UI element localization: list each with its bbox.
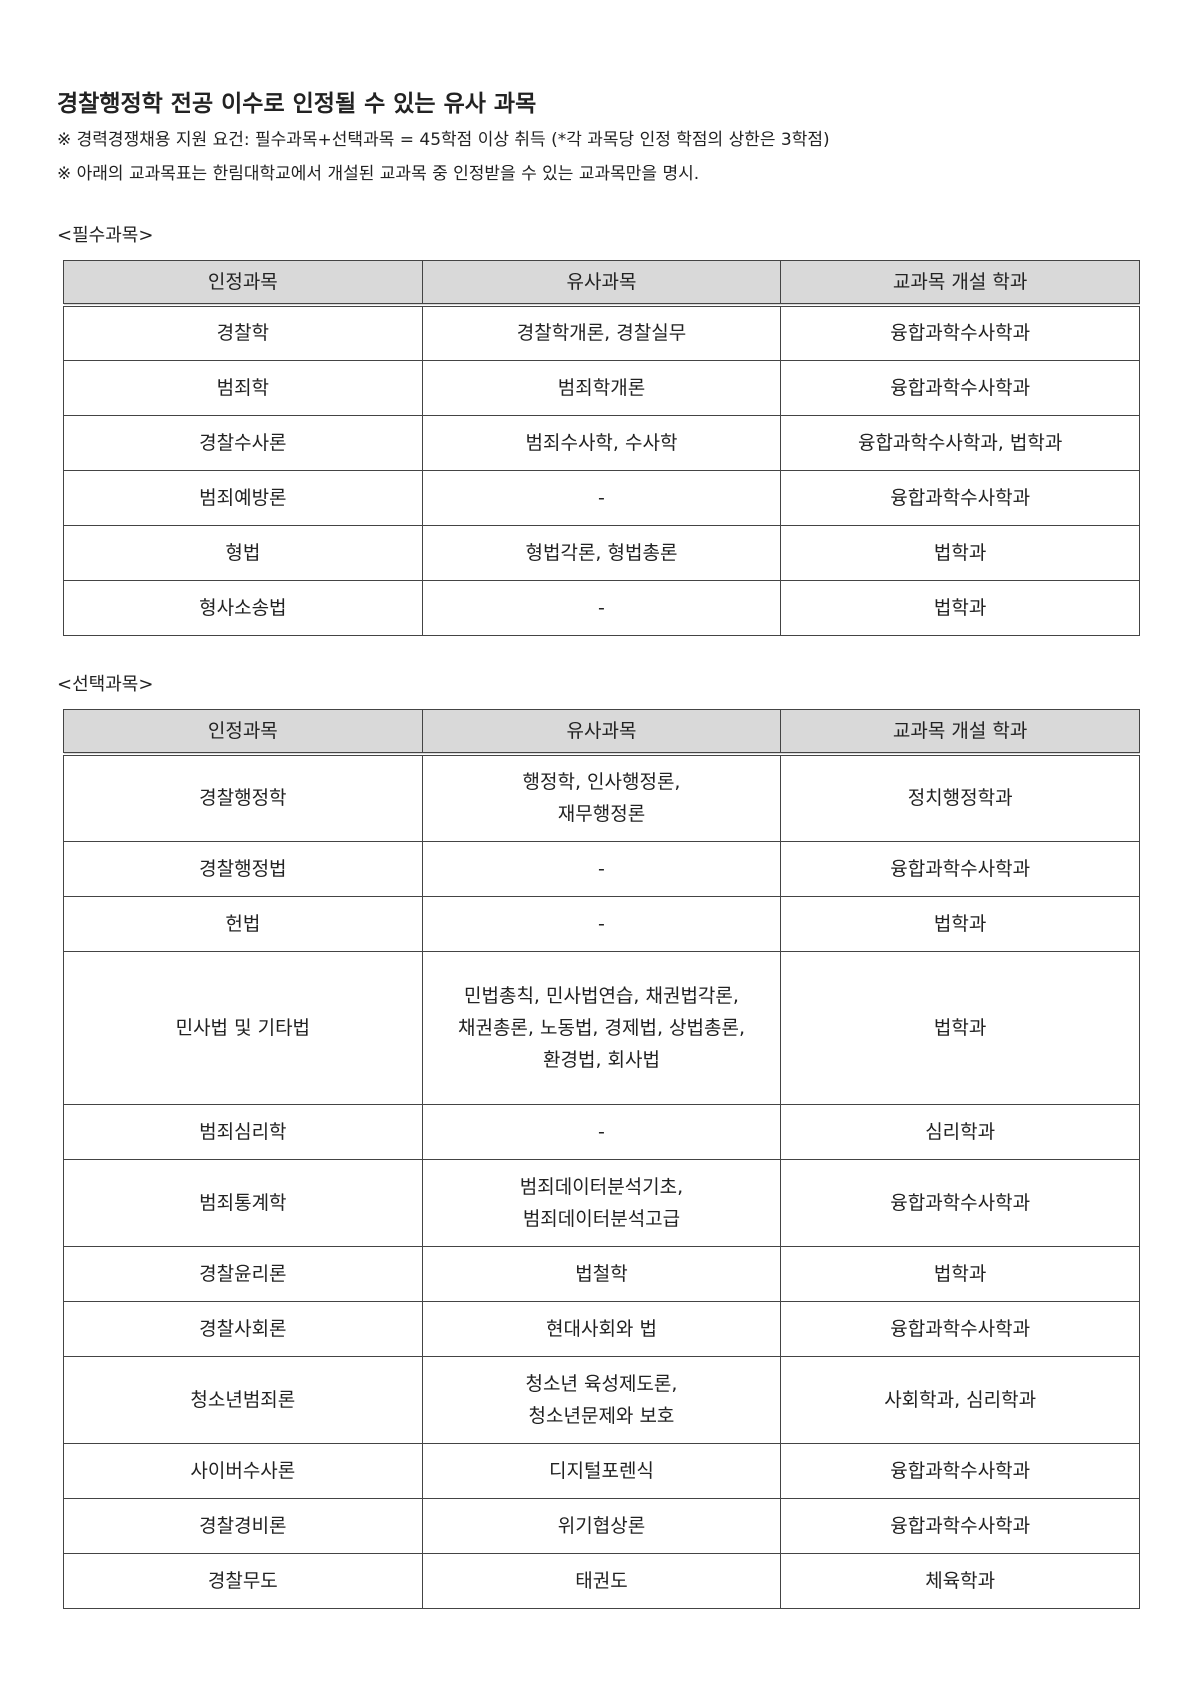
row: 경찰윤리론 법철학 법학과 xyxy=(63,1245,1140,1302)
cell: 경찰무도 xyxy=(63,1552,423,1609)
table: 인정과목 유사과목 교과목 개설 학과 경찰행정학 행정학, 인사행정론, 재무행정론 정치… xyxy=(63,709,1140,1609)
cell: 헌법 xyxy=(63,895,423,952)
cell-line: 청소년문제와 보호 xyxy=(528,1404,675,1427)
cell: 범죄학개론 xyxy=(421,359,782,416)
cell: - xyxy=(421,895,782,952)
header-row: 인정과목 유사과목 교과목 개설 학과 xyxy=(63,260,1140,307)
cell: 범죄심리학 xyxy=(63,1103,423,1160)
row: 경찰학 경찰학개론, 경찰실무 융합과학수사학과 xyxy=(63,304,1140,361)
cell: 융합과학수사학과 xyxy=(780,1497,1140,1554)
row: 범죄학 범죄학개론 융합과학수사학과 xyxy=(63,359,1140,416)
cell: 현대사회와 법 xyxy=(421,1300,782,1357)
cell: 민법총칙, 민사법연습, 채권법각론, 채권총론, 노동법, 경제법, 상법총론,… xyxy=(421,950,782,1105)
column-header: 유사과목 xyxy=(421,260,782,307)
cell: 융합과학수사학과 xyxy=(780,1300,1140,1357)
row: 헌법 - 법학과 xyxy=(63,895,1140,952)
cell-line: 환경법, 회사법 xyxy=(543,1048,660,1071)
cell-line: 민법총칙, 민사법연습, 채권법각론, xyxy=(464,984,739,1007)
cell: 청소년 육성제도론, 청소년문제와 보호 xyxy=(421,1355,782,1444)
row: 범죄심리학 - 심리학과 xyxy=(63,1103,1140,1160)
cell: 청소년범죄론 xyxy=(63,1355,423,1444)
column-header: 교과목 개설 학과 xyxy=(780,709,1140,756)
cell: 형법 xyxy=(63,524,423,581)
cell: - xyxy=(421,579,782,636)
cell: 체육학과 xyxy=(780,1552,1140,1609)
section-label: <필수과목> xyxy=(57,225,154,246)
row: 경찰경비론 위기협상론 융합과학수사학과 xyxy=(63,1497,1140,1554)
cell-line: 행정학, 인사행정론, xyxy=(522,771,681,794)
row: 범죄통계학 범죄데이터분석기초, 범죄데이터분석고급 융합과학수사학과 xyxy=(63,1158,1140,1247)
column-header: 인정과목 xyxy=(63,709,423,756)
column-header: 유사과목 xyxy=(421,709,782,756)
cell: 법학과 xyxy=(780,950,1140,1105)
cell: 융합과학수사학과 xyxy=(780,1442,1140,1499)
cell: 경찰행정법 xyxy=(63,840,423,897)
cell: 융합과학수사학과 xyxy=(780,469,1140,526)
column-header: 교과목 개설 학과 xyxy=(780,260,1140,307)
row: 청소년범죄론 청소년 육성제도론, 청소년문제와 보호 사회학과, 심리학과 xyxy=(63,1355,1140,1444)
row: 범죄예방론 - 융합과학수사학과 xyxy=(63,469,1140,526)
row: 경찰행정학 행정학, 인사행정론, 재무행정론 정치행정학과 xyxy=(63,753,1140,842)
cell: 융합과학수사학과 xyxy=(780,840,1140,897)
cell: 형사소송법 xyxy=(63,579,423,636)
cell-line: 재무행정론 xyxy=(557,803,646,826)
cell: 정치행정학과 xyxy=(780,753,1140,842)
column-header: 인정과목 xyxy=(63,260,423,307)
cell: 융합과학수사학과 xyxy=(780,359,1140,416)
row: 민사법 및 기타법 민법총칙, 민사법연습, 채권법각론, 채권총론, 노동법, 경… xyxy=(63,950,1140,1105)
row: 경찰무도 태권도 체육학과 xyxy=(63,1552,1140,1609)
cell: 범죄수사학, 수사학 xyxy=(421,414,782,471)
cell: 융합과학수사학과 xyxy=(780,304,1140,361)
cell: 형법각론, 형법총론 xyxy=(421,524,782,581)
header-row: 인정과목 유사과목 교과목 개설 학과 xyxy=(63,709,1140,756)
cell: 법학과 xyxy=(780,579,1140,636)
cell: 경찰수사론 xyxy=(63,414,423,471)
cell: 융합과학수사학과 xyxy=(780,1158,1140,1247)
cell-line: 청소년 육성제도론, xyxy=(525,1372,678,1395)
cell: 심리학과 xyxy=(780,1103,1140,1160)
cell: 경찰행정학 xyxy=(63,753,423,842)
table: 인정과목 유사과목 교과목 개설 학과 경찰학 경찰학개론, 경찰실무 융합과학수사학과 범… xyxy=(63,260,1140,636)
cell: 법학과 xyxy=(780,895,1140,952)
cell: 범죄데이터분석기초, 범죄데이터분석고급 xyxy=(421,1158,782,1247)
cell: 행정학, 인사행정론, 재무행정론 xyxy=(421,753,782,842)
cell: - xyxy=(421,469,782,526)
cell: 범죄통계학 xyxy=(63,1158,423,1247)
cell: 경찰학 xyxy=(63,304,423,361)
cell: 디지털포렌식 xyxy=(421,1442,782,1499)
row: 형법 형법각론, 형법총론 법학과 xyxy=(63,524,1140,581)
cell-line: 범죄데이터분석기초, xyxy=(519,1175,684,1198)
cell: 융합과학수사학과, 법학과 xyxy=(780,414,1140,471)
note: ※ 경력경쟁채용 지원 요건: 필수과목+선택과목 = 45학점 이상 취득 (… xyxy=(57,130,830,150)
row: 사이버수사론 디지털포렌식 융합과학수사학과 xyxy=(63,1442,1140,1499)
row: 경찰행정법 - 융합과학수사학과 xyxy=(63,840,1140,897)
cell: 경찰윤리론 xyxy=(63,1245,423,1302)
cell: 경찰사회론 xyxy=(63,1300,423,1357)
cell: - xyxy=(421,840,782,897)
row: 형사소송법 - 법학과 xyxy=(63,579,1140,636)
cell: 사회학과, 심리학과 xyxy=(780,1355,1140,1444)
section-label: <선택과목> xyxy=(57,674,154,695)
cell: 태권도 xyxy=(421,1552,782,1609)
cell: 법학과 xyxy=(780,524,1140,581)
cell: 범죄학 xyxy=(63,359,423,416)
row: 경찰수사론 범죄수사학, 수사학 융합과학수사학과, 법학과 xyxy=(63,414,1140,471)
cell: 경찰학개론, 경찰실무 xyxy=(421,304,782,361)
row: 경찰사회론 현대사회와 법 융합과학수사학과 xyxy=(63,1300,1140,1357)
cell: 위기협상론 xyxy=(421,1497,782,1554)
cell: 법학과 xyxy=(780,1245,1140,1302)
cell: - xyxy=(421,1103,782,1160)
note: ※ 아래의 교과목표는 한림대학교에서 개설된 교과목 중 인정받을 수 있는 … xyxy=(57,164,700,184)
cell: 사이버수사론 xyxy=(63,1442,423,1499)
cell-line: 채권총론, 노동법, 경제법, 상법총론, xyxy=(457,1016,745,1039)
cell-line: 범죄데이터분석고급 xyxy=(522,1207,681,1230)
cell: 민사법 및 기타법 xyxy=(63,950,423,1105)
cell: 범죄예방론 xyxy=(63,469,423,526)
title: 경찰행정학 전공 이수로 인정될 수 있는 유사 과목 xyxy=(57,91,537,117)
cell: 법철학 xyxy=(421,1245,782,1302)
cell: 경찰경비론 xyxy=(63,1497,423,1554)
